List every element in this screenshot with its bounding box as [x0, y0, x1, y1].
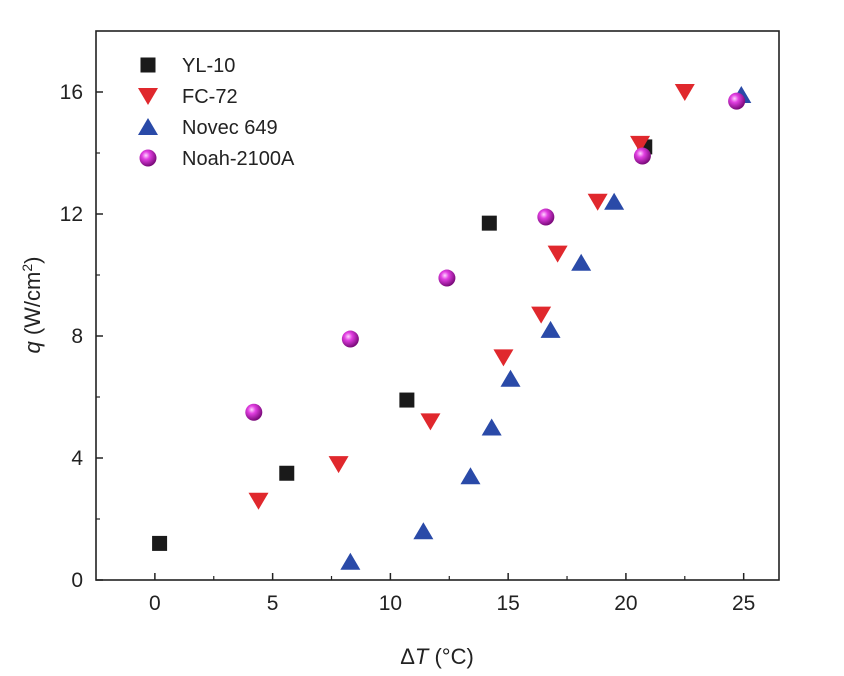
- legend-label: Novec 649: [182, 117, 278, 139]
- y-tick-label: 4: [71, 447, 83, 470]
- data-point-triangle-up: [604, 192, 625, 210]
- y-tick-label: 12: [60, 203, 83, 226]
- data-point-triangle-down: [420, 413, 441, 431]
- legend-marker-triangle-up: [138, 118, 158, 135]
- data-point-triangle-up: [571, 253, 592, 271]
- x-axis-label-unit: (°C): [428, 644, 473, 669]
- data-point-triangle-down: [587, 193, 608, 211]
- x-tick-label: 10: [379, 592, 402, 615]
- data-point-triangle-up: [540, 320, 561, 338]
- data-point-triangle-down: [328, 456, 349, 474]
- legend-label: FC-72: [182, 86, 238, 108]
- data-point-triangle-up: [413, 522, 434, 540]
- y-axis-label-sup: 2: [19, 264, 35, 272]
- data-point-square: [279, 465, 295, 481]
- data-point-square: [152, 535, 168, 551]
- data-point-triangle-down: [493, 349, 514, 367]
- y-axis-label-unit: (W/cm: [20, 272, 45, 342]
- x-tick-label: 5: [267, 592, 279, 615]
- y-tick-label: 16: [60, 81, 83, 104]
- legend: YL-10 FC-72 Novec 649 Noah-2100A: [138, 55, 295, 170]
- data-point-triangle-up: [460, 467, 481, 485]
- x-tick-label: 20: [614, 592, 637, 615]
- y-tick-label: 8: [71, 325, 83, 348]
- data-point-square: [481, 215, 497, 231]
- legend-label: YL-10: [182, 55, 235, 77]
- data-point-triangle-down: [547, 245, 568, 263]
- data-point-sphere: [341, 330, 359, 348]
- data-points: [152, 84, 752, 570]
- legend-marker-square: [140, 57, 156, 73]
- plot-frame: [95, 30, 780, 581]
- y-axis-label: q (W/cm2): [19, 256, 45, 353]
- data-point-triangle-down: [674, 84, 695, 101]
- legend-marker-sphere: [139, 149, 157, 167]
- x-tick-label: 15: [496, 592, 519, 615]
- data-point-square: [399, 392, 415, 408]
- data-point-sphere: [438, 269, 456, 287]
- data-point-sphere: [728, 92, 746, 110]
- y-tick-label: 0: [71, 569, 83, 592]
- data-point-triangle-up: [340, 552, 361, 570]
- y-axis-label-close: ): [20, 256, 45, 263]
- data-point-triangle-down: [248, 492, 269, 510]
- x-tick-label: 0: [149, 592, 161, 615]
- x-axis-label-var: T: [415, 644, 430, 669]
- x-axis-ticks: 0 5 10 15 20 25: [149, 573, 755, 615]
- legend-label: Noah-2100A: [182, 148, 295, 170]
- data-point-sphere: [245, 403, 263, 421]
- y-axis-label-var: q: [20, 341, 45, 354]
- data-point-sphere: [633, 147, 651, 165]
- x-axis-label-prefix: Δ: [400, 644, 415, 669]
- x-axis-label: ΔT (°C): [400, 644, 474, 669]
- data-point-triangle-down: [630, 135, 651, 153]
- legend-marker-triangle-down: [138, 88, 158, 105]
- data-point-triangle-up: [500, 369, 521, 387]
- data-point-triangle-down: [531, 306, 552, 324]
- data-point-triangle-up: [481, 418, 502, 436]
- x-tick-label: 25: [732, 592, 755, 615]
- y-axis-ticks: 0 4 8 12 16: [60, 81, 103, 592]
- data-point-sphere: [537, 208, 555, 226]
